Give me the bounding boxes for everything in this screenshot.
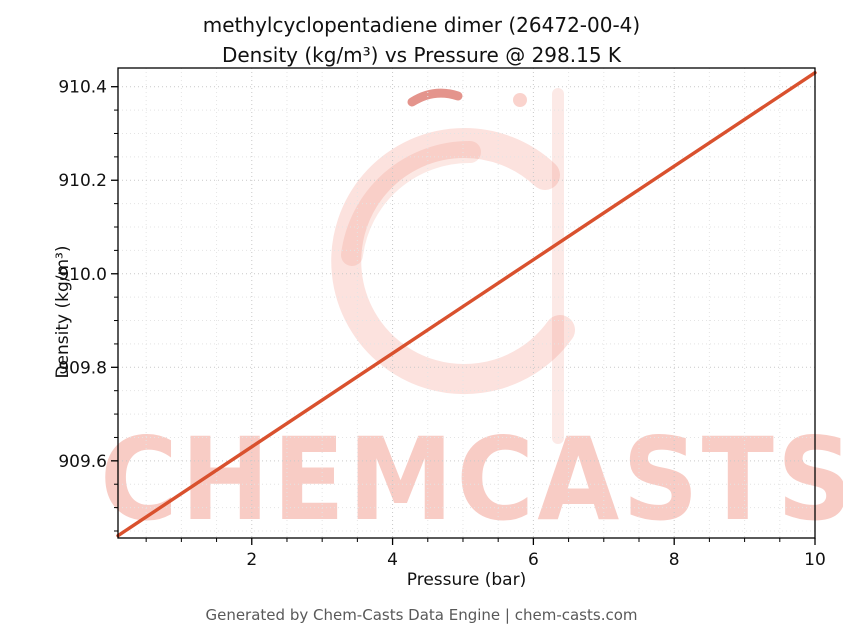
x-tick-label: 2 — [246, 550, 257, 570]
axes-frame — [117, 67, 816, 539]
x-tick-label: 8 — [669, 550, 680, 570]
y-tick-label: 909.6 — [58, 452, 107, 472]
y-tick-label: 910.0 — [58, 265, 107, 285]
density-line-series — [116, 70, 817, 538]
chart-title-line1: methylcyclopentadiene dimer (26472-00-4) — [202, 13, 641, 37]
footer-credit: Generated by Chem-Casts Data Engine | ch… — [205, 606, 638, 624]
y-tick-label: 910.4 — [58, 78, 107, 98]
chart-title-line2: Density (kg/m³) vs Pressure @ 298.15 K — [221, 43, 622, 67]
y-tick-label: 910.2 — [58, 171, 107, 191]
y-tick-label: 909.8 — [58, 358, 107, 378]
x-tick-label: 6 — [528, 550, 539, 570]
x-tick-label: 10 — [804, 550, 826, 570]
y-axis-label: Density (kg/m³) — [53, 245, 73, 379]
x-tick-label: 4 — [387, 550, 398, 570]
chart-title: methylcyclopentadiene dimer (26472-00-4)… — [0, 10, 843, 70]
x-axis-label: Pressure (bar) — [406, 570, 527, 590]
